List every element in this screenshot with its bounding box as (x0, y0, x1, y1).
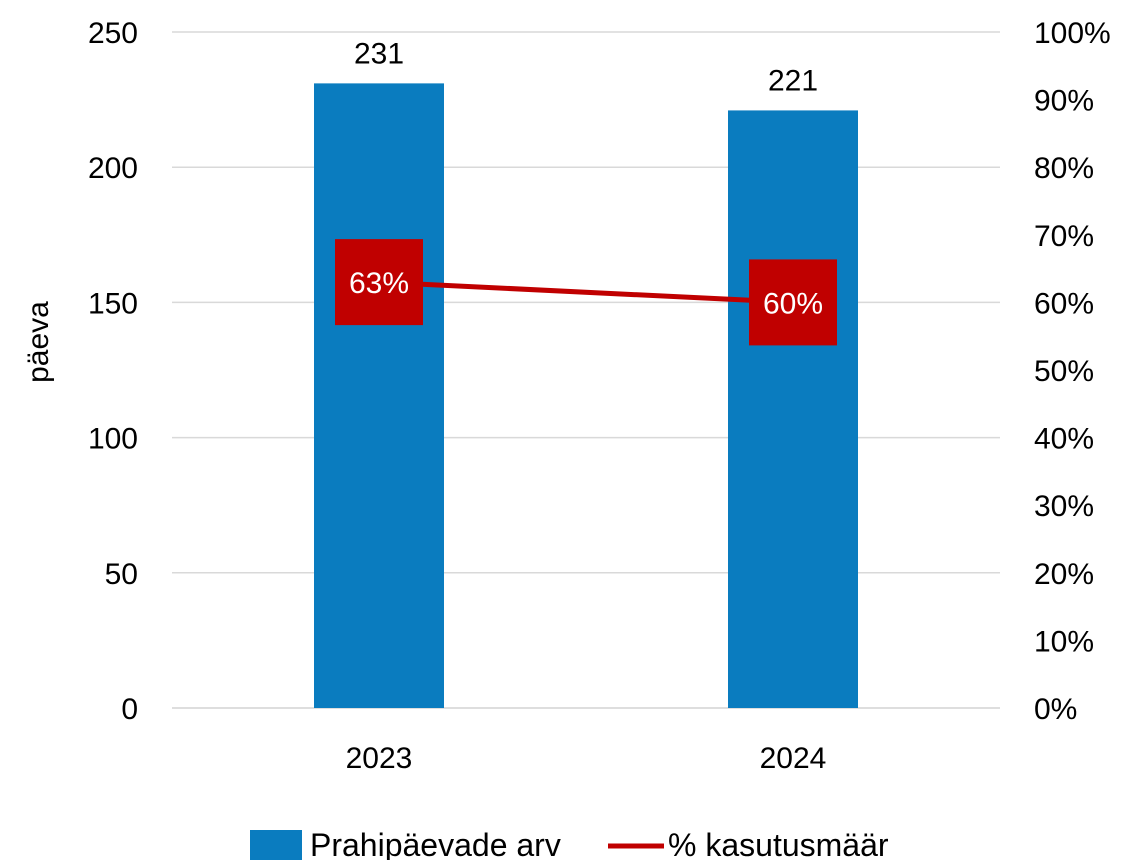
y-tick-label: 150 (88, 287, 138, 320)
legend: Prahipäevade arv % kasutusmäär (250, 827, 889, 860)
x-axis-ticks: 2023 2024 (346, 742, 827, 775)
line-data-label: 63% (349, 267, 409, 300)
x-tick-label: 2024 (760, 742, 827, 775)
y-tick-label: 50 (105, 558, 138, 591)
y2-tick-label: 40% (1034, 423, 1094, 456)
legend-label-line: % kasutusmäär (668, 827, 889, 860)
y2-tick-label: 10% (1034, 625, 1094, 658)
y2-tick-label: 90% (1034, 85, 1094, 118)
y2-tick-label: 30% (1034, 490, 1094, 523)
y2-tick-label: 70% (1034, 220, 1094, 253)
legend-swatch-bar (250, 830, 302, 860)
bar-data-label: 231 (354, 37, 404, 70)
line-point-label-box (749, 259, 837, 346)
line-point-label-box (335, 239, 423, 326)
y2-tick-label: 60% (1034, 287, 1094, 320)
bar (728, 110, 858, 708)
legend-label-bar: Prahipäevade arv (310, 827, 561, 860)
right-axis-ticks: 0% 10% 20% 30% 40% 50% 60% 70% 80% 90% 100% (1034, 17, 1111, 726)
line-series: 63% 60% (335, 239, 837, 346)
y-tick-label: 100 (88, 423, 138, 456)
y2-tick-label: 0% (1034, 693, 1077, 726)
bars (314, 83, 858, 709)
gridlines (172, 31, 1000, 709)
y-axis-title: päeva (22, 301, 55, 383)
y2-tick-label: 20% (1034, 558, 1094, 591)
bar-data-label: 221 (768, 64, 818, 97)
y2-tick-label: 80% (1034, 152, 1094, 185)
line-data-label: 60% (763, 287, 823, 320)
line-path (378, 279, 794, 305)
left-axis-ticks: 0 50 100 150 200 250 (88, 17, 138, 726)
y2-tick-label: 100% (1034, 17, 1111, 50)
x-tick-label: 2023 (346, 742, 413, 775)
y-tick-label: 200 (88, 152, 138, 185)
y2-tick-label: 50% (1034, 355, 1094, 388)
y-tick-label: 250 (88, 17, 138, 50)
bar-data-labels: 231 221 (354, 37, 818, 97)
y-tick-label: 0 (121, 693, 138, 726)
bar (314, 83, 444, 709)
